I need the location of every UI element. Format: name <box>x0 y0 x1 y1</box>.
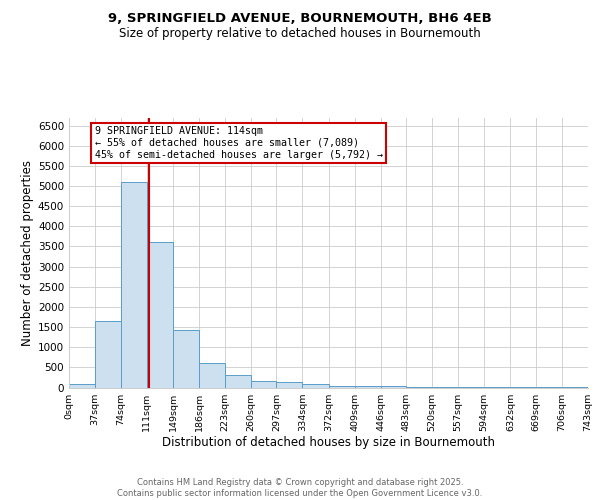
Bar <box>199 363 225 388</box>
Bar <box>251 381 277 388</box>
Bar <box>302 384 329 388</box>
Bar <box>173 330 199 388</box>
Bar <box>95 321 121 388</box>
X-axis label: Distribution of detached houses by size in Bournemouth: Distribution of detached houses by size … <box>162 436 495 450</box>
Text: 9, SPRINGFIELD AVENUE, BOURNEMOUTH, BH6 4EB: 9, SPRINGFIELD AVENUE, BOURNEMOUTH, BH6 … <box>108 12 492 26</box>
Text: Size of property relative to detached houses in Bournemouth: Size of property relative to detached ho… <box>119 28 481 40</box>
Bar <box>69 384 95 388</box>
Bar <box>277 382 302 388</box>
Y-axis label: Number of detached properties: Number of detached properties <box>21 160 34 346</box>
Bar <box>329 386 355 388</box>
Bar <box>380 386 406 388</box>
Bar <box>355 386 380 388</box>
Bar <box>121 182 146 388</box>
Bar <box>225 375 251 388</box>
Text: 9 SPRINGFIELD AVENUE: 114sqm
← 55% of detached houses are smaller (7,089)
45% of: 9 SPRINGFIELD AVENUE: 114sqm ← 55% of de… <box>95 126 383 160</box>
Text: Contains HM Land Registry data © Crown copyright and database right 2025.
Contai: Contains HM Land Registry data © Crown c… <box>118 478 482 498</box>
Bar <box>146 242 173 388</box>
